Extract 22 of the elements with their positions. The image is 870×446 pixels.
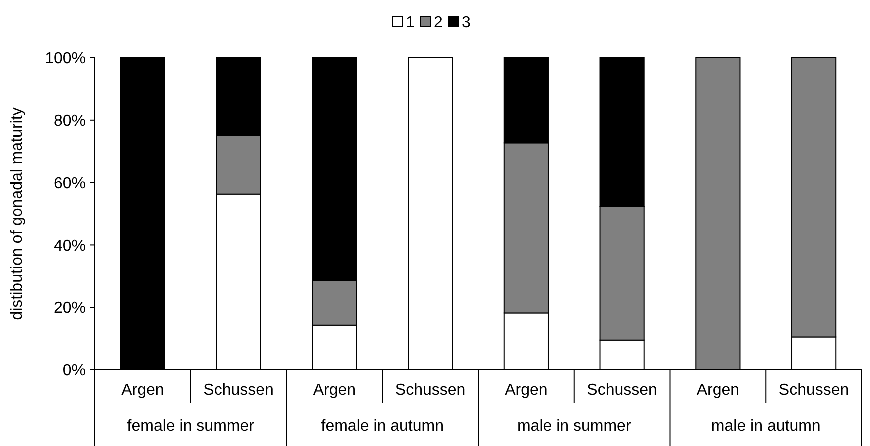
x-tick-label: Schussen: [587, 382, 658, 399]
y-tick-label: 60%: [54, 175, 86, 192]
y-tick-label: 0%: [62, 362, 86, 380]
y-tick-label: 100%: [45, 50, 86, 68]
x-tick-label: Schussen: [204, 382, 274, 399]
x-tick-label: Argen: [505, 382, 548, 399]
x-tick-label: Argen: [696, 382, 740, 399]
y-tick-label: 20%: [54, 300, 86, 318]
legend-label: 2: [434, 14, 443, 32]
x-tick-label: Argen: [122, 382, 164, 399]
text: male in summer: [517, 418, 632, 435]
x-tick-label: Schussen: [778, 382, 850, 399]
x-tick-label: Argen: [313, 382, 356, 399]
text: male in autumn: [711, 418, 821, 435]
y-tick-label: 40%: [54, 238, 86, 255]
text: female in autumn: [321, 418, 444, 435]
y-tick-label: 80%: [54, 113, 86, 130]
legend-label: 3: [462, 14, 471, 32]
text: female in summer: [127, 418, 256, 435]
y-axis-title: distibution of gonadal maturity: [9, 108, 26, 320]
legend-label: 1: [406, 14, 415, 32]
x-tick-label: Schussen: [395, 382, 466, 399]
